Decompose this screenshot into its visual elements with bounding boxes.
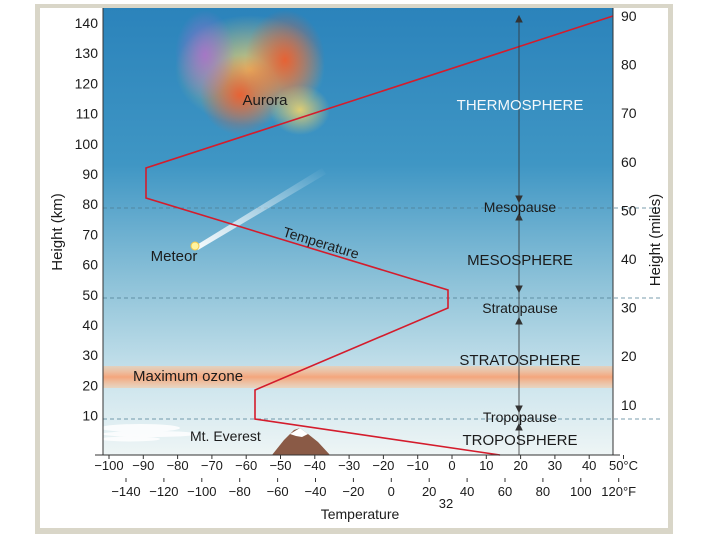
celsius-tick-label: −50 bbox=[269, 458, 291, 473]
fahrenheit-tick-label: 120°F bbox=[601, 484, 636, 499]
fahrenheit-tick-label: −40 bbox=[304, 484, 326, 499]
fahrenheit-tick-label: −20 bbox=[342, 484, 364, 499]
fahrenheit-tick-label: −100 bbox=[187, 484, 216, 499]
mile-tick-label: 90 bbox=[621, 8, 637, 24]
km-tick-label: 140 bbox=[75, 15, 99, 31]
mile-tick-label: 40 bbox=[621, 251, 637, 267]
arrow-tropopause-down bbox=[515, 405, 523, 414]
mile-tick-label: 80 bbox=[621, 57, 637, 73]
celsius-tick-label: 30 bbox=[548, 458, 562, 473]
layer-labels: THERMOSPHERE Mesopause MESOSPHERE Strato… bbox=[457, 97, 584, 449]
aurora-glow bbox=[175, 10, 330, 135]
km-tick-label: 110 bbox=[76, 106, 99, 122]
mile-tick-label: 70 bbox=[621, 105, 637, 121]
fahrenheit-tick-label: 20 bbox=[422, 484, 436, 499]
arrow-tropopause-up bbox=[515, 422, 523, 431]
fahrenheit-tick-label: 60 bbox=[498, 484, 512, 499]
celsius-tick-label: −100 bbox=[94, 458, 123, 473]
aurora-label: Aurora bbox=[242, 92, 288, 109]
celsius-tick-labels: −100 −90 −80 −70 −60 −50 −40 −30 −20 −10 0 10 20 30 40… bbox=[94, 455, 638, 473]
celsius-tick-label: 40 bbox=[582, 458, 596, 473]
troposphere-label: TROPOSPHERE bbox=[462, 432, 577, 449]
fahrenheit-tick-label: 80 bbox=[536, 484, 550, 499]
meteor-label: Meteor bbox=[151, 248, 198, 265]
fahrenheit-tick-label: 40 bbox=[460, 484, 474, 499]
boundary-lines bbox=[103, 207, 660, 420]
km-tick-label: 50 bbox=[82, 287, 98, 303]
km-tick-label: 90 bbox=[82, 166, 98, 182]
freezing-point-label: 32 bbox=[439, 496, 453, 511]
stratopause-label: Stratopause bbox=[482, 300, 558, 316]
clouds bbox=[100, 424, 198, 442]
everest-label: Mt. Everest bbox=[190, 428, 261, 444]
mile-tick-label: 60 bbox=[621, 154, 637, 170]
stratosphere-label: STRATOSPHERE bbox=[459, 352, 580, 369]
celsius-tick-label: 0 bbox=[448, 458, 455, 473]
bottom-axis-title: Temperature bbox=[321, 506, 400, 522]
arrow-stratopause-up bbox=[515, 316, 523, 325]
celsius-tick-label: 10 bbox=[479, 458, 493, 473]
arrow-stratopause-down bbox=[515, 285, 523, 294]
mile-tick-label: 50 bbox=[621, 202, 637, 218]
km-tick-labels: 140 130 120 110 100 90 80 70 60 50 40 30 20 10 bbox=[75, 15, 99, 424]
celsius-tick-label: −60 bbox=[235, 458, 257, 473]
celsius-tick-label: −90 bbox=[132, 458, 154, 473]
fahrenheit-tick-label: −120 bbox=[149, 484, 178, 499]
km-tick-label: 70 bbox=[82, 226, 98, 242]
km-tick-label: 40 bbox=[82, 317, 98, 333]
thermosphere-label: THERMOSPHERE bbox=[457, 97, 584, 114]
celsius-tick-label: −10 bbox=[407, 458, 429, 473]
km-tick-label: 10 bbox=[82, 408, 98, 424]
meteor-streak bbox=[190, 168, 326, 251]
fahrenheit-tick-label: −140 bbox=[111, 484, 140, 499]
km-tick-label: 120 bbox=[75, 75, 99, 91]
mt-everest-shape bbox=[272, 428, 330, 455]
celsius-tick-label: −80 bbox=[167, 458, 189, 473]
fahrenheit-tick-label: −60 bbox=[267, 484, 289, 499]
ozone-label: Maximum ozone bbox=[133, 368, 243, 385]
km-tick-label: 30 bbox=[82, 347, 98, 363]
fahrenheit-tick-label: 100 bbox=[570, 484, 592, 499]
layer-arrows bbox=[515, 14, 523, 455]
tropopause-label: Tropopause bbox=[483, 409, 557, 425]
celsius-tick-label: 20 bbox=[513, 458, 527, 473]
arrow-top-up bbox=[515, 14, 523, 23]
celsius-tick-label: 50°C bbox=[609, 458, 638, 473]
mile-tick-label: 20 bbox=[621, 348, 637, 364]
temperature-curve bbox=[145, 15, 614, 456]
right-axis-title: Height (miles) bbox=[647, 194, 664, 287]
mile-tick-label: 30 bbox=[621, 300, 637, 316]
arrow-mesopause-up bbox=[515, 212, 523, 221]
fahrenheit-tick-labels: −140 −120 −100 −80 −60 −40 −20 0 20 40 60 80 100 120°… bbox=[111, 478, 636, 499]
mile-tick-label: 10 bbox=[621, 397, 637, 413]
km-tick-label: 130 bbox=[75, 45, 99, 61]
celsius-tick-label: −70 bbox=[201, 458, 223, 473]
arrow-mesopause-down bbox=[515, 195, 523, 204]
km-tick-label: 100 bbox=[75, 136, 99, 152]
fahrenheit-tick-label: 0 bbox=[388, 484, 395, 499]
ozone-band bbox=[103, 366, 613, 388]
km-tick-label: 60 bbox=[82, 257, 98, 273]
mile-tick-labels: 90 80 70 60 50 40 30 20 10 bbox=[621, 8, 637, 413]
celsius-tick-label: −40 bbox=[304, 458, 326, 473]
mesopause-label: Mesopause bbox=[484, 199, 557, 215]
left-axis-title: Height (km) bbox=[49, 193, 66, 271]
celsius-tick-label: −20 bbox=[372, 458, 394, 473]
km-tick-label: 20 bbox=[82, 377, 98, 393]
celsius-tick-label: −30 bbox=[338, 458, 360, 473]
km-tick-label: 80 bbox=[82, 196, 98, 212]
mesosphere-label: MESOSPHERE bbox=[467, 252, 573, 269]
fahrenheit-tick-label: −80 bbox=[229, 484, 251, 499]
